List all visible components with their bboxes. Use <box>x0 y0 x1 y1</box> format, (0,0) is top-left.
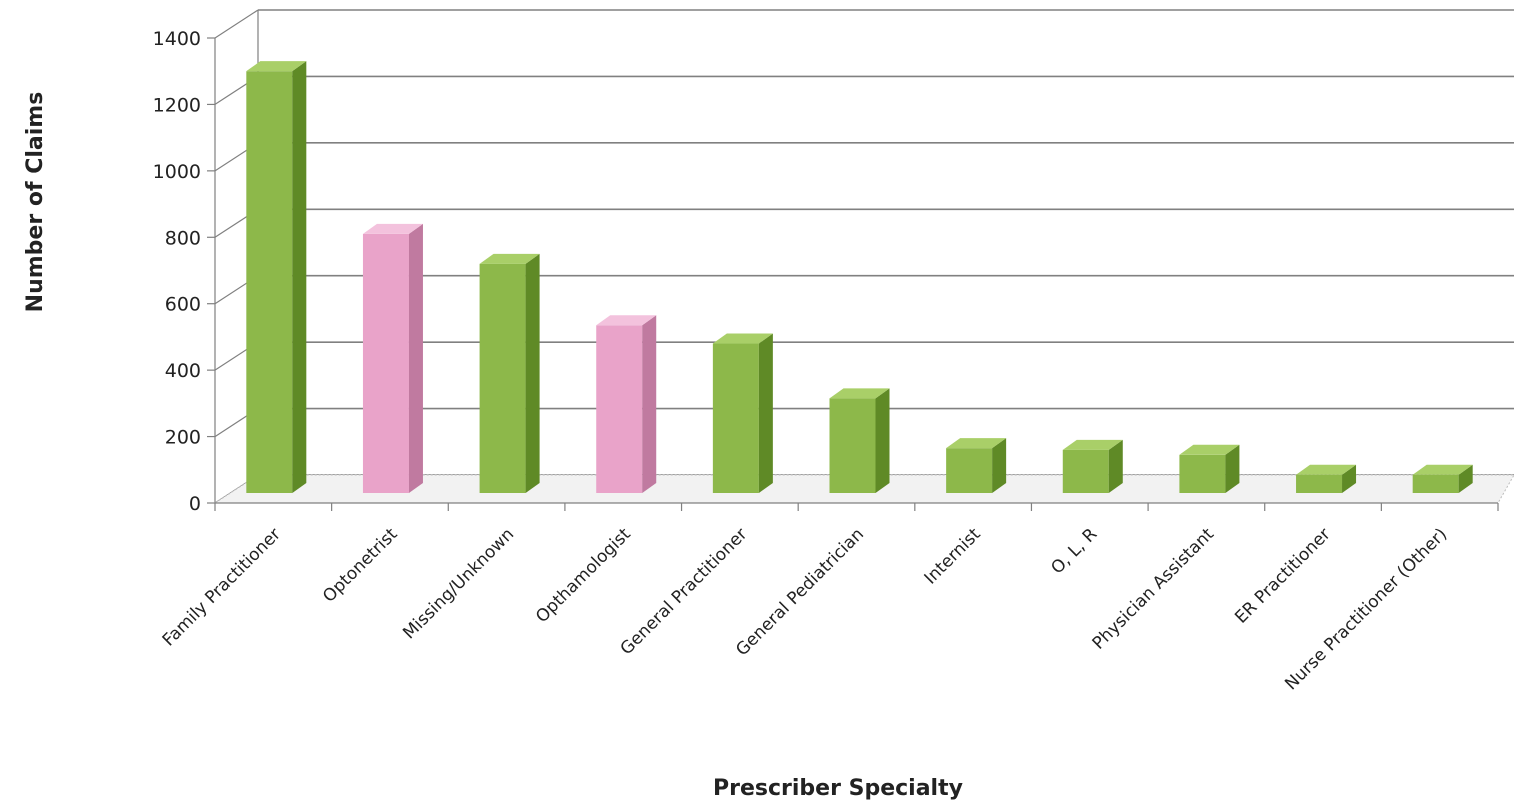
bar-top <box>946 438 1007 449</box>
x-tick-label: ER Practitioner <box>1231 524 1334 627</box>
bar-top <box>1062 439 1123 450</box>
bar-top <box>1179 444 1240 455</box>
bar-front <box>479 263 526 493</box>
y-tick-label: 1200 <box>153 94 201 116</box>
bar <box>1062 439 1123 493</box>
bar-top <box>829 388 890 399</box>
bar-front <box>1062 449 1109 493</box>
bar-side <box>992 438 1007 493</box>
bar-side <box>875 388 890 493</box>
y-tick-label: 1400 <box>153 28 201 50</box>
y-tick-label: 400 <box>165 360 201 382</box>
bar-side <box>292 61 307 494</box>
bar <box>246 61 307 494</box>
y-tick-label: 200 <box>165 427 201 449</box>
bar-side <box>1225 444 1240 493</box>
x-tick-label: Physician Assistant <box>1089 524 1218 653</box>
y-tick-label: 1000 <box>153 161 201 183</box>
bar-front <box>596 325 643 493</box>
bar-side <box>758 333 773 493</box>
bar <box>1296 464 1357 493</box>
bar-side <box>1342 464 1357 493</box>
x-tick-label: General Practitioner <box>617 524 752 659</box>
bar <box>479 253 540 493</box>
bar-front <box>946 448 993 493</box>
bar <box>362 223 423 493</box>
bar-front <box>829 398 876 493</box>
bar-side <box>1108 439 1123 493</box>
bar <box>596 315 657 493</box>
x-tick-label: O, L, R <box>1047 524 1101 578</box>
bar-top <box>479 253 540 264</box>
bar-top <box>246 61 307 72</box>
x-tick-label: Missing/Unknown <box>399 524 518 643</box>
bar-front <box>1412 474 1459 493</box>
bar-side <box>642 315 657 493</box>
bar-top <box>362 223 423 234</box>
x-tick-label: Opthamologist <box>532 524 635 627</box>
x-tick-label: Family Practitioner <box>159 524 285 650</box>
bar-side <box>525 253 540 493</box>
bar-top <box>712 333 773 344</box>
bar-front <box>1179 454 1226 493</box>
bar-front <box>246 71 293 493</box>
bar <box>946 438 1007 493</box>
bar-top <box>596 315 657 326</box>
bar <box>829 388 890 493</box>
x-tick-label: General Pediatrician <box>732 524 868 660</box>
x-axis-title: Prescriber Specialty <box>713 776 963 801</box>
y-tick-label: 800 <box>165 227 201 249</box>
y-tick-label: 600 <box>165 294 201 316</box>
bar <box>1179 444 1240 493</box>
bar-side <box>1458 464 1473 493</box>
bar-front <box>712 343 759 493</box>
x-tick-label: Optonetrist <box>319 524 402 607</box>
y-tick-label: 0 <box>189 493 201 515</box>
bar-top <box>1296 464 1357 475</box>
bar <box>712 333 773 493</box>
bar-front <box>1296 474 1343 493</box>
bar-front <box>362 233 409 493</box>
bar <box>1412 464 1473 493</box>
bar-top <box>1412 464 1473 475</box>
bar-side <box>408 223 423 493</box>
y-axis-title: Number of Claims <box>23 92 48 313</box>
x-tick-label: Internist <box>921 524 985 588</box>
gridline-side <box>214 9 259 39</box>
